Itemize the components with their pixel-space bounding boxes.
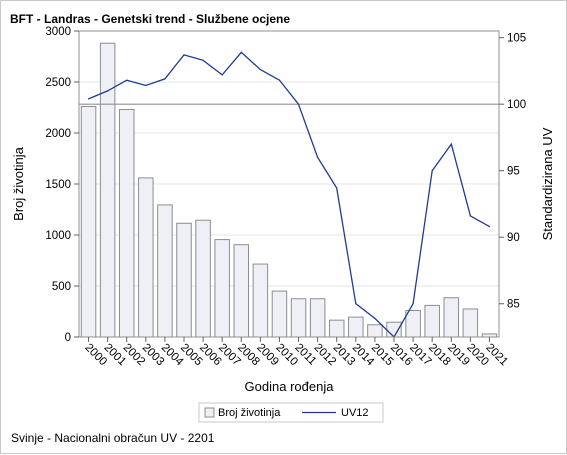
footnote: Svinje - Nacionalni obračun UV - 2201 xyxy=(11,431,215,445)
uv12-line xyxy=(88,51,490,339)
line-point xyxy=(183,54,185,56)
line-point xyxy=(374,317,376,319)
line-point xyxy=(126,79,128,81)
y-axis-label-left: Broj životinja xyxy=(11,146,26,220)
left-tick-label: 1000 xyxy=(45,230,71,242)
line-point xyxy=(355,303,357,305)
line-point xyxy=(488,225,491,228)
bar xyxy=(176,222,192,338)
bar xyxy=(138,177,154,338)
bar xyxy=(348,316,364,338)
left-tick-label: 500 xyxy=(52,281,71,293)
left-tick-label: 1500 xyxy=(45,179,71,191)
right-tick-label: 85 xyxy=(507,299,520,311)
line-point xyxy=(107,90,109,92)
legend-label-bars: Broj životinja xyxy=(218,407,281,419)
x-axis: 2000200120022003200420052006200720082009… xyxy=(82,337,510,369)
x-tick-label: 2011 xyxy=(292,342,318,368)
legend: Broj životinja UV12 xyxy=(198,402,384,423)
bar xyxy=(309,298,326,338)
line-point xyxy=(469,215,471,217)
left-tick-label: 3000 xyxy=(45,26,71,38)
line-point xyxy=(412,303,414,305)
left-axis: 0 500 1000 1500 2000 2500 3000 xyxy=(45,26,79,344)
line-point xyxy=(87,98,90,100)
x-axis-label: Godina rođenja xyxy=(245,379,335,394)
y-axis-label-right: Standardizirana UV xyxy=(540,127,555,240)
right-tick-label: 95 xyxy=(507,166,520,178)
right-axis: 85 90 95 100 105 xyxy=(499,33,526,311)
bar xyxy=(157,204,173,338)
bar xyxy=(424,304,440,338)
line-point xyxy=(240,51,242,53)
line-point xyxy=(259,68,261,71)
line-point xyxy=(164,78,166,80)
bar xyxy=(462,308,479,338)
bar xyxy=(367,324,383,338)
left-tick-label: 0 xyxy=(65,332,71,344)
line-point xyxy=(317,156,319,158)
line-point xyxy=(145,84,147,87)
bar xyxy=(443,297,460,338)
bar xyxy=(290,298,307,338)
line-point xyxy=(450,143,452,145)
bar xyxy=(80,105,97,338)
bar xyxy=(386,321,402,338)
legend-swatch-bars xyxy=(204,407,215,418)
line-point xyxy=(431,170,433,172)
line-point xyxy=(336,187,338,189)
line-point xyxy=(221,74,223,76)
right-tick-label: 90 xyxy=(507,232,520,244)
left-tick-label: 2500 xyxy=(45,77,71,89)
bar xyxy=(195,219,211,338)
bar xyxy=(405,309,421,338)
bar xyxy=(252,263,269,338)
bar xyxy=(214,239,230,338)
right-tick-label: 105 xyxy=(507,33,526,45)
bar xyxy=(271,290,288,338)
chart-title: BFT - Landras - Genetski trend - Služben… xyxy=(10,12,290,26)
bar-series xyxy=(80,42,498,338)
bar xyxy=(118,109,135,338)
line-point xyxy=(202,59,204,61)
line-point xyxy=(297,103,300,105)
bar xyxy=(328,319,345,338)
right-tick-label: 100 xyxy=(507,99,526,111)
line-point xyxy=(278,79,281,81)
legend-label-line: UV12 xyxy=(341,407,369,419)
legend-box xyxy=(198,402,384,423)
left-tick-label: 2000 xyxy=(45,128,71,140)
line-series xyxy=(87,51,491,339)
bar xyxy=(233,244,250,338)
